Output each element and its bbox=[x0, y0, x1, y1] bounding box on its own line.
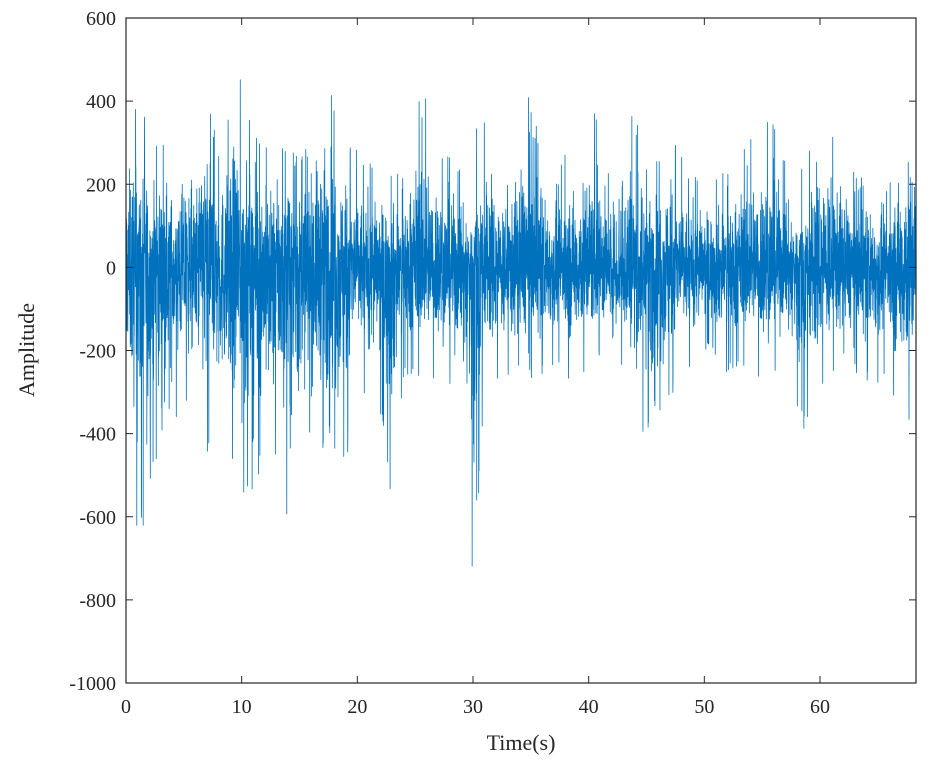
y-axis-title: Amplitude bbox=[14, 303, 39, 397]
x-tick-label-2: 20 bbox=[347, 696, 367, 718]
x-tick-label-3: 30 bbox=[463, 696, 483, 718]
x-axis-title: Time(s) bbox=[487, 730, 556, 755]
y-tick-label-4: -200 bbox=[79, 341, 116, 363]
y-tick-label-3: 0 bbox=[106, 257, 116, 279]
ticks-layer: 0 10 20 30 40 50 60 600 400 200 0 -200 -400 -600 -800 -… bbox=[69, 8, 916, 718]
x-tick-label-5: 50 bbox=[694, 696, 714, 718]
y-tick-label-6: -600 bbox=[79, 507, 116, 529]
y-tick-label-7: -800 bbox=[79, 590, 116, 612]
x-tick-label-0: 0 bbox=[121, 696, 131, 718]
x-tick-label-6: 60 bbox=[810, 696, 830, 718]
y-tick-label-2: 200 bbox=[86, 174, 116, 196]
y-tick-label-5: -400 bbox=[79, 424, 116, 446]
signal-series-line bbox=[125, 79, 917, 567]
signal-layer bbox=[125, 79, 917, 567]
x-tick-label-1: 10 bbox=[232, 696, 252, 718]
y-tick-label-8: -1000 bbox=[69, 673, 116, 695]
y-tick-label-0: 600 bbox=[86, 8, 116, 30]
y-tick-label-1: 400 bbox=[86, 91, 116, 113]
x-tick-label-4: 40 bbox=[579, 696, 599, 718]
